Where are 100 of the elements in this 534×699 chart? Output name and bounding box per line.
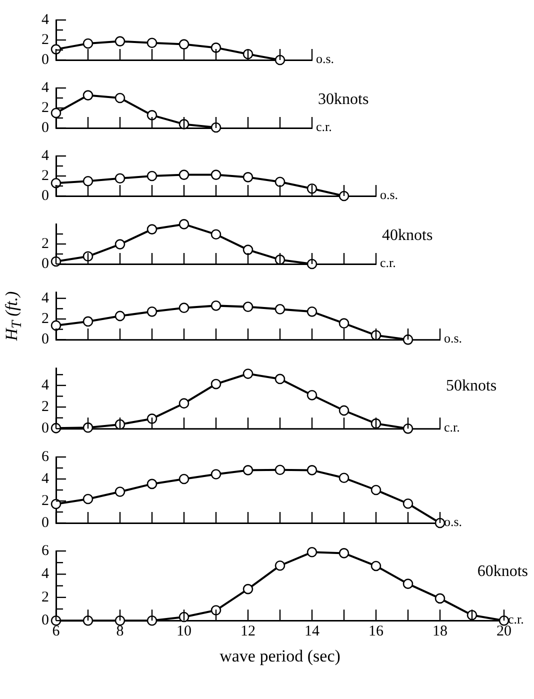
- point: [274, 176, 286, 188]
- point: [178, 170, 190, 180]
- point: [82, 316, 94, 327]
- point: [242, 302, 254, 312]
- point: [370, 484, 382, 495]
- point: [178, 39, 190, 50]
- y-tick-label: 2: [42, 236, 49, 252]
- x-tick-label: 14: [304, 623, 320, 640]
- y-tick-label: 2: [42, 398, 49, 415]
- point: [178, 398, 190, 408]
- point: [434, 517, 446, 528]
- point: [82, 176, 94, 186]
- point: [338, 472, 350, 483]
- y-tick-label: 2: [42, 492, 49, 509]
- x-tick-label: 18: [432, 623, 448, 640]
- point: [114, 173, 126, 184]
- point: [274, 464, 286, 475]
- y-tick-label: 2: [42, 100, 49, 116]
- point: [210, 122, 222, 133]
- point: [210, 300, 222, 311]
- point: [210, 229, 222, 240]
- point: [178, 302, 190, 314]
- y-tick-label: 0: [42, 332, 49, 348]
- point: [210, 42, 222, 53]
- point: [146, 110, 158, 120]
- x-tick-label: 10: [176, 623, 192, 640]
- point: [274, 54, 286, 66]
- y-tick-label: 6: [42, 448, 50, 465]
- x-tick-label: 8: [116, 623, 124, 640]
- y-tick-label: 4: [42, 12, 50, 28]
- y-tick-label: 4: [42, 377, 50, 394]
- point: [242, 464, 254, 475]
- point: [402, 498, 414, 508]
- y-tick-label: 2: [42, 310, 49, 327]
- y-tick-label: 4: [42, 80, 50, 96]
- text: c.r.: [316, 119, 332, 134]
- point: [242, 172, 254, 182]
- point: [114, 615, 126, 626]
- y-tick-label: 0: [42, 256, 49, 272]
- point: [274, 560, 286, 570]
- text: o.s.: [380, 187, 398, 202]
- point: [210, 468, 222, 480]
- point: [306, 546, 318, 557]
- point: [178, 219, 190, 230]
- point: [178, 611, 190, 622]
- text: c.r.: [380, 255, 396, 270]
- point: [242, 583, 254, 594]
- point: [146, 615, 158, 626]
- point: [114, 36, 126, 46]
- point: [146, 224, 158, 234]
- point: [82, 493, 94, 504]
- text: o.s.: [316, 51, 334, 66]
- point: [306, 258, 318, 270]
- point: [274, 374, 286, 384]
- point: [338, 405, 350, 416]
- x-tick-label: 16: [368, 623, 384, 640]
- point: [210, 170, 222, 180]
- point: [114, 239, 126, 250]
- point: [114, 486, 126, 497]
- point: [82, 38, 94, 49]
- y-tick-label: 2: [42, 32, 49, 48]
- point: [306, 306, 318, 317]
- point: [146, 170, 158, 182]
- point: [242, 368, 254, 379]
- point: [306, 390, 318, 400]
- point: [434, 592, 446, 604]
- point: [82, 615, 94, 626]
- x-tick-label: 6: [52, 623, 60, 640]
- annotation: 60knots: [477, 562, 528, 580]
- point: [338, 548, 350, 558]
- point: [82, 90, 94, 100]
- point: [402, 578, 414, 589]
- point: [146, 478, 158, 489]
- y-tick-label: 0: [42, 420, 49, 436]
- point: [114, 92, 126, 104]
- point: [306, 464, 318, 475]
- point: [178, 473, 190, 484]
- y-tick-label: 4: [42, 470, 50, 487]
- text: c.r.: [444, 419, 460, 434]
- y-tick-label: 0: [42, 514, 49, 531]
- point: [402, 423, 414, 434]
- y-tick-label: 6: [42, 542, 50, 559]
- text: 40knots: [382, 227, 433, 244]
- point: [50, 498, 62, 509]
- x-tick-label: 12: [240, 623, 256, 640]
- text: 50knots: [446, 377, 497, 394]
- y-tick-label: 2: [42, 168, 49, 184]
- y-tick-label: 0: [42, 52, 49, 68]
- text: o.s.: [444, 330, 462, 346]
- point: [82, 422, 94, 433]
- point: [146, 413, 158, 424]
- text: o.s.: [444, 514, 462, 529]
- point: [338, 190, 350, 202]
- point: [498, 615, 510, 626]
- point: [338, 318, 350, 329]
- y-tick-label: 2: [42, 588, 49, 605]
- y-tick-label: 0: [42, 612, 49, 628]
- y-tick-label: 4: [42, 290, 50, 306]
- point: [370, 560, 382, 571]
- point: [274, 304, 286, 314]
